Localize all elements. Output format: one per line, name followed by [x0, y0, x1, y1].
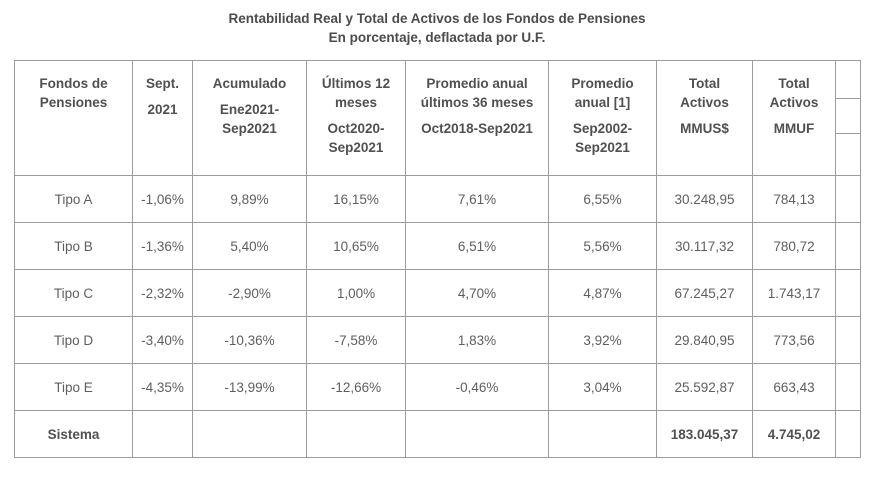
value-cell: 780,72 [752, 222, 836, 270]
value-cell: 1.743,17 [752, 269, 836, 317]
col-header-total-activos-mmuf: Total Activos MMUF [752, 60, 836, 176]
value-cell: 30.117,32 [656, 222, 753, 270]
header-row: Fondos de Pensiones Sept. 2021 Acumulado… [14, 60, 861, 176]
col-header-promedio-anual: Promedio anual [1] Sep2002- Sep2021 [548, 60, 657, 176]
table-row-tipo-c: Tipo C -2,32% -2,90% 1,00% 4,70% 4,87% 6… [14, 269, 861, 317]
title-line-2: En porcentaje, deflactada por U.F. [328, 30, 546, 45]
value-cell: 1,83% [405, 316, 549, 364]
value-cell [192, 410, 307, 458]
value-cell: 663,43 [752, 363, 836, 411]
value-cell: 29.840,95 [656, 316, 753, 364]
value-cell: -4,35% [132, 363, 193, 411]
table-title: Rentabilidad Real y Total de Activos de … [14, 9, 860, 47]
table-row-tipo-e: Tipo E -4,35% -13,99% -12,66% -0,46% 3,0… [14, 363, 861, 411]
col-header-title: Total Activos [769, 76, 819, 110]
value-cell: 9,89% [192, 175, 307, 223]
col-header-title: Promedio anual [1] [571, 76, 634, 110]
empty-end-cell [835, 60, 861, 99]
col-header-sub: 2021 [147, 102, 178, 117]
value-cell: -13,99% [192, 363, 307, 411]
fund-name-cell: Sistema [14, 410, 133, 458]
value-cell: 1,00% [306, 269, 406, 317]
col-header-sub: MMUS$ [680, 121, 729, 136]
col-header-promedio-36-meses: Promedio anual últimos 36 meses Oct2018-… [405, 60, 549, 176]
value-cell: -3,40% [132, 316, 193, 364]
table-row-tipo-a: Tipo A -1,06% 9,89% 16,15% 7,61% 6,55% 3… [14, 175, 861, 223]
empty-end-cell [835, 175, 861, 223]
value-cell: 7,61% [405, 175, 549, 223]
col-header-title: Fondos de Pensiones [39, 76, 108, 110]
col-header-sept-2021: Sept. 2021 [132, 60, 193, 176]
col-header-sub: Oct2020- Sep2021 [327, 121, 385, 155]
value-cell: -7,58% [306, 316, 406, 364]
value-cell: 773,56 [752, 316, 836, 364]
col-header-total-activos-mmus: Total Activos MMUS$ [656, 60, 753, 176]
header-spacer-row [15, 98, 861, 134]
value-cell: 4,70% [405, 269, 549, 317]
col-header-ultimos-12-meses: Últimos 12 meses Oct2020- Sep2021 [306, 60, 406, 176]
empty-end-cell [835, 363, 861, 411]
value-cell: 30.248,95 [656, 175, 753, 223]
empty-end-cell [835, 269, 861, 317]
value-cell: 4,87% [548, 269, 657, 317]
value-cell: -12,66% [306, 363, 406, 411]
table-row-tipo-b: Tipo B -1,36% 5,40% 10,65% 6,51% 5,56% 3… [14, 222, 861, 270]
value-cell: 6,55% [548, 175, 657, 223]
empty-end-cell [835, 133, 861, 176]
col-header-sub: MMUF [773, 121, 815, 136]
value-cell: 784,13 [752, 175, 836, 223]
value-cell: 5,40% [192, 222, 307, 270]
col-header-sub: Ene2021- Sep2021 [219, 102, 280, 136]
fund-name-cell: Tipo C [14, 269, 133, 317]
fund-name-cell: Tipo B [14, 222, 133, 270]
col-header-title: Total Activos [680, 76, 729, 110]
col-header-title: Acumulado [212, 76, 287, 91]
col-header-acumulado: Acumulado Ene2021- Sep2021 [192, 60, 307, 176]
col-header-title: Promedio anual últimos 36 meses [420, 76, 534, 110]
value-cell: 16,15% [306, 175, 406, 223]
value-cell [132, 410, 193, 458]
value-cell: -2,90% [192, 269, 307, 317]
value-cell: 4.745,02 [752, 410, 836, 458]
value-cell: 3,92% [548, 316, 657, 364]
value-cell: -1,06% [132, 175, 193, 223]
col-header-title: Últimos 12 meses [321, 76, 391, 110]
col-header-sub: Oct2018-Sep2021 [421, 121, 533, 136]
value-cell: -0,46% [405, 363, 549, 411]
value-cell: 6,51% [405, 222, 549, 270]
value-cell: 25.592,87 [656, 363, 753, 411]
value-cell [306, 410, 406, 458]
empty-end-cell [835, 222, 861, 270]
fund-name-cell: Tipo E [14, 363, 133, 411]
empty-end-cell [835, 316, 861, 364]
value-cell [548, 410, 657, 458]
pension-funds-table: Fondos de Pensiones Sept. 2021 Acumulado… [14, 60, 861, 458]
value-cell: 5,56% [548, 222, 657, 270]
value-cell: -2,32% [132, 269, 193, 317]
value-cell: 3,04% [548, 363, 657, 411]
fund-name-cell: Tipo D [14, 316, 133, 364]
table-row-sistema: Sistema 183.045,37 4.745,02 [14, 410, 861, 458]
title-line-1: Rentabilidad Real y Total de Activos de … [228, 11, 646, 26]
value-cell: 10,65% [306, 222, 406, 270]
col-header-fondos-de-pensiones: Fondos de Pensiones [14, 60, 133, 176]
value-cell [405, 410, 549, 458]
empty-end-cell [835, 410, 861, 458]
value-cell: -10,36% [192, 316, 307, 364]
col-header-sub: Sep2002- Sep2021 [572, 121, 633, 155]
empty-end-cell [835, 98, 861, 134]
table-row-tipo-d: Tipo D -3,40% -10,36% -7,58% 1,83% 3,92%… [14, 316, 861, 364]
col-header-title: Sept. [145, 76, 179, 91]
value-cell: -1,36% [132, 222, 193, 270]
value-cell: 67.245,27 [656, 269, 753, 317]
value-cell: 183.045,37 [656, 410, 753, 458]
fund-name-cell: Tipo A [14, 175, 133, 223]
